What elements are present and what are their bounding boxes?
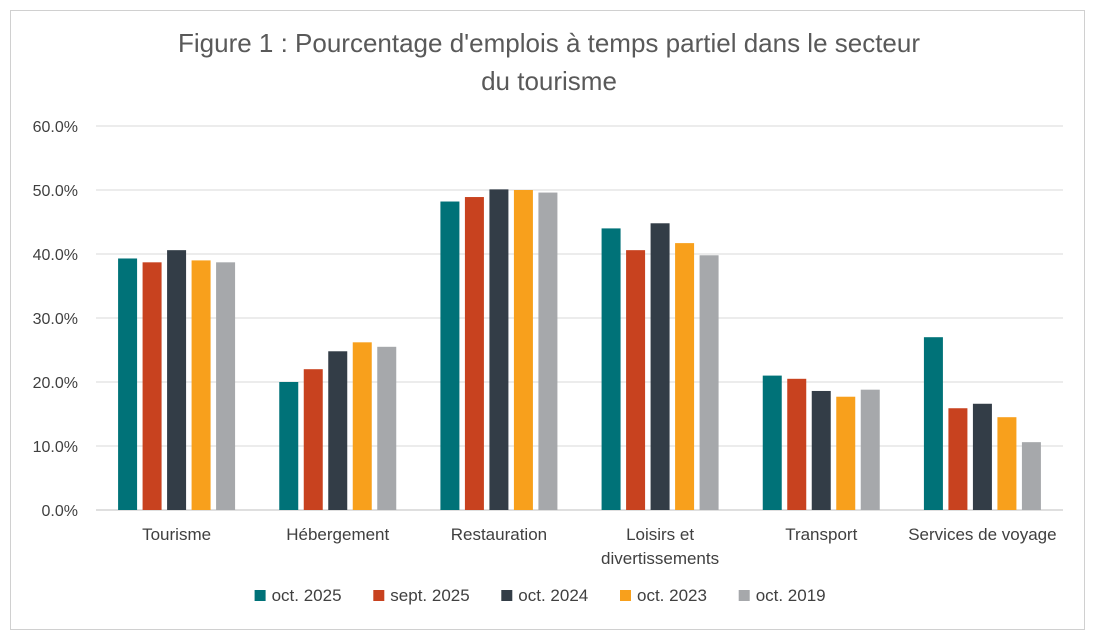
bar-oct-2024-2 [489, 189, 509, 511]
category-label: divertissements [601, 549, 719, 568]
bar-oct-2019-4 [860, 389, 880, 510]
category-label: Services de voyage [908, 525, 1056, 544]
legend-label: oct. 2025 [272, 586, 342, 605]
y-tick-label: 0.0% [42, 503, 78, 520]
bar-oct-2019-5 [1021, 442, 1041, 510]
legend-swatch [254, 590, 266, 601]
legend-label: sept. 2025 [390, 586, 469, 605]
bar-oct-2023-1 [352, 342, 372, 510]
bar-oct-2019-3 [699, 255, 719, 510]
bar-oct-2025-0 [118, 258, 138, 510]
category-label: Transport [785, 525, 857, 544]
category-label: Loisirs et [626, 525, 694, 544]
legend-label: oct. 2019 [756, 586, 826, 605]
bar-oct-2019-1 [377, 346, 397, 510]
category-label: Hébergement [286, 525, 389, 544]
bar-sept-2025-5 [948, 408, 968, 510]
bar-oct-2023-2 [513, 190, 533, 510]
bar-oct-2024-4 [811, 390, 831, 510]
y-tick-label: 30.0% [33, 311, 78, 328]
bar-oct-2019-2 [538, 192, 558, 510]
bar-oct-2023-0 [191, 260, 211, 510]
y-tick-label: 20.0% [33, 375, 78, 392]
chart-title-line: Figure 1 : Pourcentage d'emplois à temps… [178, 28, 920, 58]
bar-oct-2023-5 [997, 417, 1017, 510]
category-label: Restauration [451, 525, 547, 544]
bar-oct-2025-5 [923, 337, 943, 510]
y-tick-label: 60.0% [33, 119, 78, 136]
bar-oct-2024-0 [167, 250, 187, 510]
legend-label: oct. 2024 [518, 586, 588, 605]
bar-sept-2025-3 [626, 250, 646, 510]
y-tick-label: 40.0% [33, 247, 78, 264]
legend-swatch [620, 590, 631, 601]
bar-oct-2024-3 [650, 223, 670, 510]
bar-oct-2023-4 [836, 396, 856, 510]
bar-sept-2025-0 [142, 262, 162, 510]
y-tick-label: 50.0% [33, 183, 78, 200]
bar-oct-2025-2 [440, 201, 460, 510]
bar-oct-2025-4 [762, 375, 782, 510]
bar-oct-2023-3 [675, 243, 695, 510]
legend-swatch [501, 590, 513, 601]
chart-title-line: du tourisme [481, 66, 617, 96]
legend-swatch [738, 590, 750, 601]
y-tick-label: 10.0% [33, 439, 78, 456]
bar-oct-2025-3 [601, 228, 621, 510]
legend-swatch [373, 590, 385, 601]
bar-sept-2025-4 [787, 378, 807, 510]
bar-oct-2024-1 [328, 351, 348, 510]
bar-sept-2025-1 [303, 369, 323, 510]
bar-oct-2019-0 [216, 262, 236, 510]
category-label: Tourisme [142, 525, 211, 544]
legend-label: oct. 2023 [637, 586, 707, 605]
bar-oct-2025-1 [279, 382, 299, 510]
bar-oct-2024-5 [972, 403, 992, 510]
bar-sept-2025-2 [464, 197, 484, 511]
